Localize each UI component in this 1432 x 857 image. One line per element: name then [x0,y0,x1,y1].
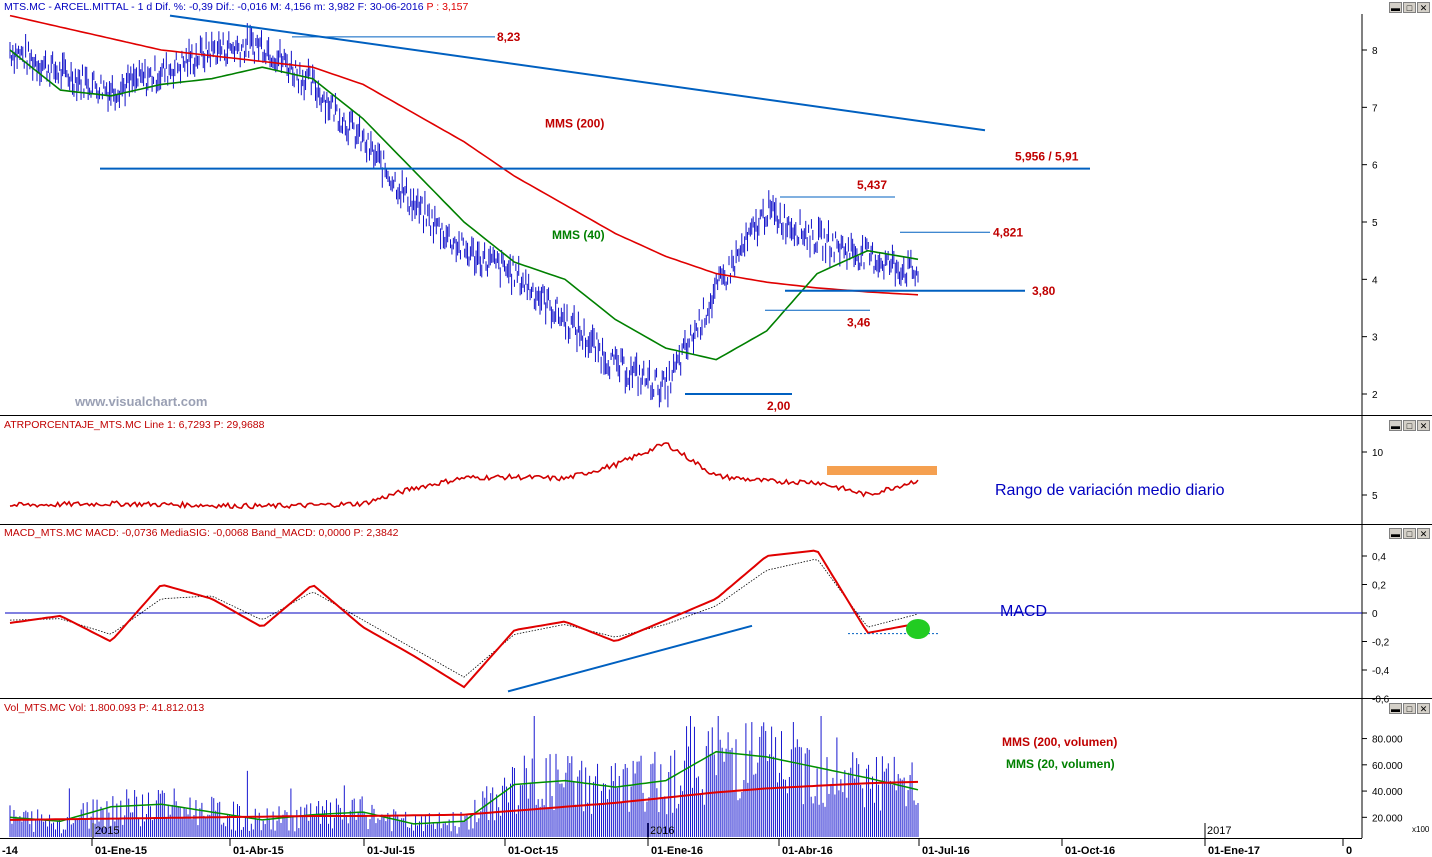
mms40-line [9,49,919,361]
x-tick-label: 01-Jul-15 [367,845,415,857]
maximize-icon[interactable]: □ [1403,703,1416,714]
x-tick-label: 01-Oct-16 [1065,845,1115,857]
vol-ytick: 40.000 [1372,787,1403,798]
macd-ytick: -0,2 [1372,638,1390,649]
close-icon[interactable]: ✕ [1417,703,1430,714]
atr-annotation: Rango de variación medio diario [995,482,1225,499]
vol-mms200-line [10,780,919,821]
x-tick-label: 01-Ene-15 [95,845,147,857]
macd-ytick: -0,6 [1372,695,1390,706]
x-tick-label: 01-Oct-15 [508,845,558,857]
x-tick-label: 0 [1346,845,1352,857]
macd-signal-line [9,559,919,678]
price-ytick: 2 [1372,390,1378,401]
atr-ytick: 5 [1372,491,1378,502]
x-tick-label: 01-Abr-15 [233,845,284,857]
volume-panel-title: Vol_MTS.MC Vol: 1.800.093 P: 41.812.013 [4,702,205,714]
minimize-icon[interactable]: ▬ [1389,703,1402,714]
x-tick-label: 01-Ene-16 [651,845,703,857]
price-ytick: 3 [1372,333,1378,344]
close-icon[interactable]: ✕ [1417,528,1430,539]
macd-ytick: 0,4 [1372,552,1386,563]
minimize-icon[interactable]: ▬ [1389,528,1402,539]
minimize-icon[interactable]: ▬ [1389,420,1402,431]
level-5956-label: 5,956 / 5,91 [1015,150,1079,164]
vol-mms200-label: MMS (200, volumen) [1002,735,1117,749]
macd-ytick: -0,4 [1372,666,1390,677]
volume-window-buttons: ▬ □ ✕ [1389,703,1430,714]
macd-ytick: 0 [1372,609,1378,620]
level-4821-label: 4,821 [993,225,1023,239]
minimize-icon[interactable]: ▬ [1389,2,1402,13]
x-tick-label: -14 [2,845,19,857]
maximize-icon[interactable]: □ [1403,528,1416,539]
macd-panel-title: MACD_MTS.MC MACD: -0,0736 MediaSIG: -0,0… [4,527,399,539]
level-346-label: 3,46 [847,315,871,329]
price-ytick: 6 [1372,161,1378,172]
atr-window-buttons: ▬ □ ✕ [1389,420,1430,431]
macd-annotation: MACD [1000,603,1047,620]
price-window-buttons: ▬ □ ✕ [1389,2,1430,13]
price-ytick: 8 [1372,46,1378,57]
year-label: 2017 [1207,825,1231,837]
vol-ytick: 80.000 [1372,735,1403,746]
close-icon[interactable]: ✕ [1417,420,1430,431]
vol-ytick: 20.000 [1372,813,1403,824]
atr-panel-title: ATRPORCENTAJE_MTS.MC Line 1: 6,7293 P: 2… [4,419,265,431]
volume-bars [9,716,919,837]
vol-mms20-label: MMS (20, volumen) [1006,757,1115,771]
macd-window-buttons: ▬ □ ✕ [1389,528,1430,539]
year-label: 2015 [95,825,119,837]
price-ytick: 4 [1372,275,1378,286]
price-title-text: MTS.MC - ARCEL.MITTAL - 1 d Dif. %: -0,3… [4,1,424,13]
price-panel-title: MTS.MC - ARCEL.MITTAL - 1 d Dif. %: -0,3… [4,1,468,13]
level-823-label: 8,23 [497,30,521,44]
level-200-label: 2,00 [767,399,791,413]
maximize-icon[interactable]: □ [1403,2,1416,13]
year-label: 2016 [650,825,674,837]
atr-highlight-box [827,466,937,475]
mms40-label: MMS (40) [552,228,605,242]
panel-frames [0,14,1432,839]
price-ytick: 5 [1372,218,1378,229]
macd-ytick: 0,2 [1372,581,1386,592]
maximize-icon[interactable]: □ [1403,420,1416,431]
macd-support-trendline [507,624,753,693]
price-title-p: P : 3,157 [426,1,469,13]
x-tick-label: 01-Abr-16 [782,845,833,857]
mms200-label: MMS (200) [545,116,604,130]
level-380-label: 3,80 [1032,284,1056,298]
close-icon[interactable]: ✕ [1417,2,1430,13]
macd-line [9,549,919,689]
level-5437-label: 5,437 [857,178,887,192]
vol-mms20-line [9,750,919,825]
atr-line [9,442,919,510]
resistance-trendline [169,14,986,132]
vol-unit-label: x100 [1412,825,1430,834]
vol-ytick: 60.000 [1372,761,1403,772]
mms200-line [9,14,919,296]
price-bars [9,23,919,408]
x-tick-label: 01-Jul-16 [922,845,970,857]
x-tick-label: 01-Ene-17 [1208,845,1260,857]
watermark: www.visualchart.com [74,394,207,409]
atr-ytick: 10 [1372,448,1384,459]
price-ytick: 7 [1372,103,1378,114]
macd-signal-marker [906,619,930,639]
